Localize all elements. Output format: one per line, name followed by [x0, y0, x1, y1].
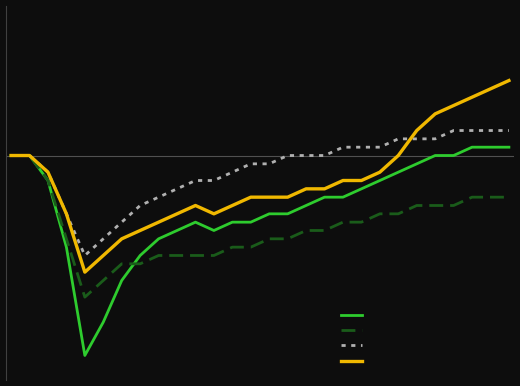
Legend: , , , : , , ,	[339, 308, 367, 368]
